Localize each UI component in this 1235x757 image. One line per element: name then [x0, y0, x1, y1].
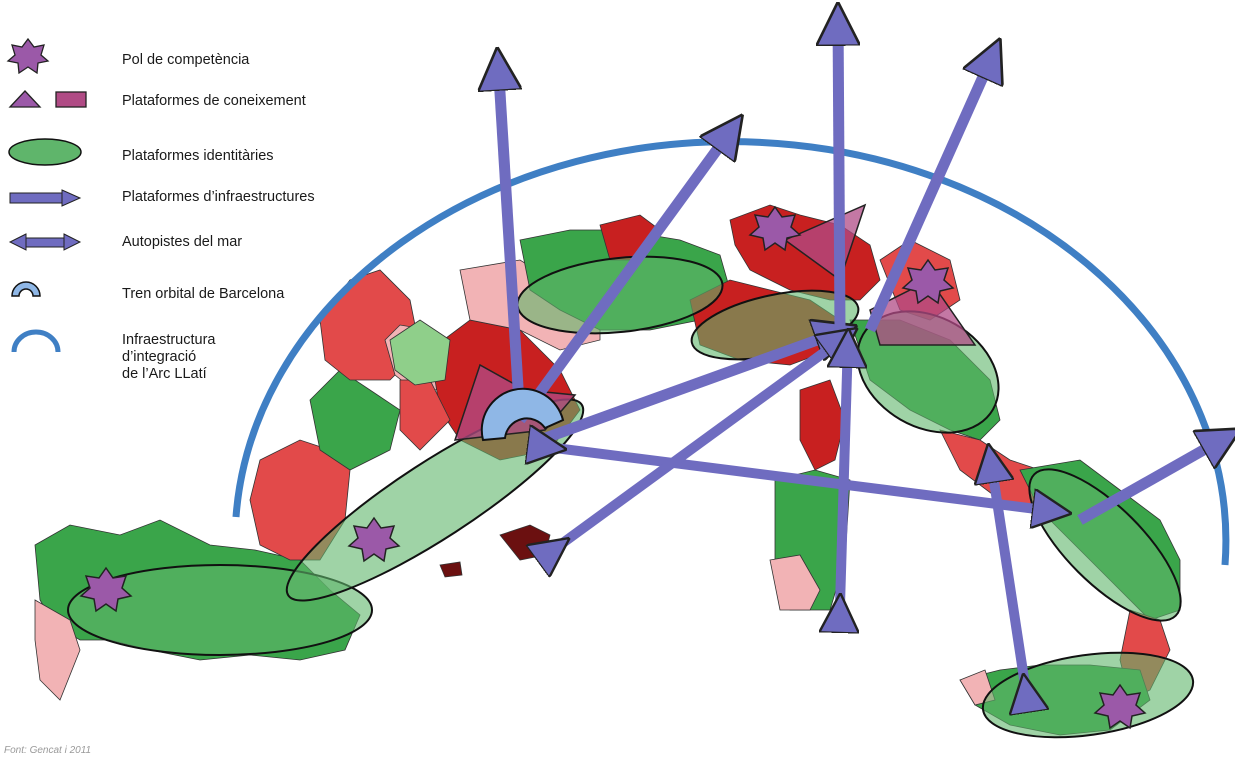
region-ibiza [439, 561, 463, 578]
double-arrow-icon [8, 233, 82, 251]
arc-llati-integration-arc [232, 138, 1230, 566]
legend-symbols [6, 37, 87, 353]
sea-motorways [555, 335, 1060, 685]
region-corsica [799, 379, 846, 471]
legend-label-sea-motorways: Autopistes del mar [122, 234, 243, 250]
infra-arrow-marseille-north [838, 15, 840, 331]
legend-label-identity-platforms: Plataformes identitàries [122, 148, 274, 164]
infra-arrow-genova-northeast [864, 50, 995, 333]
competence-poles [79, 205, 1147, 730]
region-mallorca [499, 524, 551, 561]
legend-label-arc-llati: Infraestructura d’integració de l’Arc LL… [122, 332, 216, 382]
barcelona-orbital-train [480, 387, 565, 442]
ellipse-icon [8, 138, 82, 166]
competence-pole-sicily [1093, 683, 1147, 730]
infra-arrow-italy-east [1077, 435, 1230, 525]
legend-label-competence-pole: Pol de competència [122, 52, 250, 68]
identity-platform-italy-south [1028, 468, 1182, 622]
competence-pole-genova [901, 258, 955, 305]
competence-pole-marseille [748, 205, 802, 252]
legend-label-knowledge-platforms: Plataformes de coneixement [122, 93, 306, 109]
star-icon [6, 37, 50, 75]
infra-arrow-bcn-north [498, 60, 526, 421]
rectangle-icon [55, 91, 87, 108]
source-note: Font: Gencat i 2011 [4, 745, 92, 756]
region-pyrenees [389, 319, 451, 386]
region-andalusia-west [34, 599, 81, 701]
legend-label-infrastructure-platforms: Plataformes d’infraestructures [122, 189, 315, 205]
competence-pole-andalusia [79, 566, 133, 613]
triangle-icon [8, 90, 42, 108]
legend: Pol de competència Plataformes de coneix… [0, 0, 340, 420]
sea-motorway-sardinia [840, 340, 848, 605]
small-arc-icon [11, 281, 41, 297]
sea-motorway-balearics-genova [560, 335, 848, 545]
competence-pole-valencia [347, 516, 401, 563]
legend-label-orbital-train: Tren orbital de Barcelona [122, 286, 285, 302]
large-arc-icon [11, 329, 61, 353]
arrow-right-icon [9, 189, 82, 207]
sea-motorway-sicily [990, 455, 1025, 685]
